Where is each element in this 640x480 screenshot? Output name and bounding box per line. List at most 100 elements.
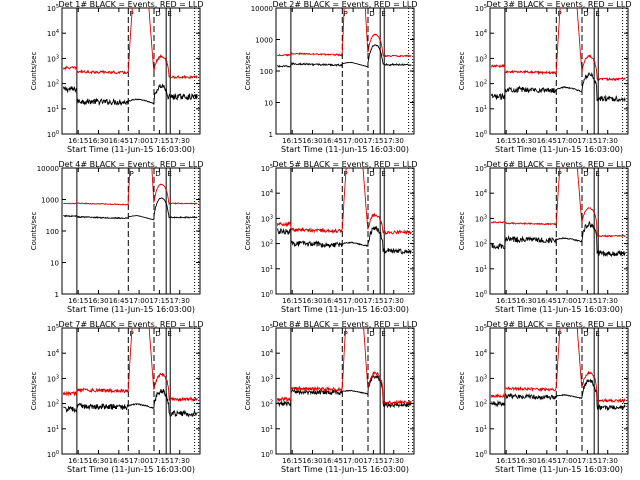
x-tick-label: 16:15 xyxy=(282,137,302,145)
y-tick-exponent: 4 xyxy=(484,29,487,35)
y-axis-label: Counts/sec xyxy=(244,212,252,251)
y-tick-label: 10 xyxy=(264,100,273,108)
marker-label: E xyxy=(595,10,599,18)
x-tick-label: 17:00 xyxy=(129,457,149,465)
marker-label: P xyxy=(344,10,348,18)
y-tick-exponent: 1 xyxy=(484,105,487,111)
x-tick-label: 16:30 xyxy=(302,137,322,145)
y-tick-exponent: 2 xyxy=(270,400,273,406)
y-tick-exponent: 4 xyxy=(56,29,59,35)
y-tick-label: 101 xyxy=(47,425,59,434)
series-line-red xyxy=(277,8,412,58)
y-tick-exponent: 3 xyxy=(56,54,59,60)
x-tick-label: 16:15 xyxy=(496,457,516,465)
x-tick-label: 17:15 xyxy=(363,137,383,145)
y-tick-label: 103 xyxy=(475,374,487,383)
x-tick-label: 16:30 xyxy=(302,297,322,305)
y-tick-label: 1000 xyxy=(41,197,59,205)
x-tick-label: 17:15 xyxy=(149,137,169,145)
y-tick-exponent: 1 xyxy=(270,265,273,271)
y-tick-label: 102 xyxy=(261,400,273,409)
y-tick-exponent: 0 xyxy=(56,130,59,136)
y-tick-label: 105 xyxy=(475,324,487,333)
panel-det-9: Det 9# BLACK = Events, RED = LLD10010110… xyxy=(458,320,632,474)
marker-label: E xyxy=(595,330,599,338)
panel-title: Det 6# BLACK = Events, RED = LLD xyxy=(487,160,632,169)
y-tick-exponent: 2 xyxy=(56,400,59,406)
y-tick-label: 104 xyxy=(47,349,59,358)
x-tick-label: 17:00 xyxy=(129,137,149,145)
series-line-red xyxy=(276,328,412,406)
x-tick-label: 17:30 xyxy=(384,137,404,145)
x-axis-label: Start Time (11-Jun-15 16:03:00) xyxy=(281,465,409,474)
y-tick-label: 101 xyxy=(475,425,487,434)
y-tick-label: 101 xyxy=(47,105,59,114)
panel-det-4: Det 4# BLACK = Events, RED = LLD 1 10 100 10… xyxy=(30,160,204,314)
marker-label: E xyxy=(595,170,599,178)
x-tick-label: 16:30 xyxy=(88,297,108,305)
y-tick-label: 100 xyxy=(47,130,59,139)
y-tick-label: 103 xyxy=(261,374,273,383)
x-tick-label: 16:45 xyxy=(109,297,129,305)
y-tick-label: 104 xyxy=(261,349,273,358)
y-tick-label: 105 xyxy=(47,324,59,333)
x-tick-label: 16:30 xyxy=(516,457,536,465)
series-line-red xyxy=(490,168,626,238)
x-tick-label: 17:00 xyxy=(557,457,577,465)
y-axis-label: Counts/sec xyxy=(458,372,466,411)
marker-label: E xyxy=(381,330,385,338)
x-tick-label: 17:30 xyxy=(598,297,618,305)
x-axis-label: Start Time (11-Jun-15 16:03:00) xyxy=(281,145,409,154)
plot-frame xyxy=(61,327,201,455)
plot-frame xyxy=(489,167,629,295)
x-tick-label: 16:15 xyxy=(496,137,516,145)
y-tick-exponent: 2 xyxy=(270,240,273,246)
x-tick-label: 17:30 xyxy=(170,297,190,305)
y-tick-label: 100 xyxy=(475,450,487,459)
series-line-black xyxy=(490,71,626,103)
x-tick-label: 16:30 xyxy=(88,137,108,145)
x-tick-label: 16:45 xyxy=(537,457,557,465)
x-tick-label: 16:15 xyxy=(282,457,302,465)
x-tick-label: 16:45 xyxy=(323,457,343,465)
y-tick-label: 100 xyxy=(47,450,59,459)
y-tick-label: 100 xyxy=(475,130,487,139)
y-axis-label: Counts/sec xyxy=(30,212,38,251)
x-tick-label: 16:15 xyxy=(68,297,88,305)
panel-det-7: Det 7# BLACK = Events, RED = LLD 100 101 10… xyxy=(30,320,204,474)
panel-title: Det 7# BLACK = Events, RED = LLD xyxy=(59,320,204,329)
plot-frame xyxy=(275,167,415,295)
x-axis-label: Start Time (11-Jun-15 16:03:00) xyxy=(495,465,623,474)
x-tick-label: 17:30 xyxy=(384,457,404,465)
y-tick-exponent: 4 xyxy=(484,189,487,195)
y-tick-label: 102 xyxy=(261,240,273,249)
y-tick-label: 102 xyxy=(47,400,59,409)
panel-det-6: Det 6# BLACK = Events, RED = LLD10010110… xyxy=(458,160,632,314)
y-tick-exponent: 1 xyxy=(56,105,59,111)
y-tick-exponent: 0 xyxy=(484,450,487,456)
marker-label: E xyxy=(381,10,385,18)
y-tick-label: 1 xyxy=(269,131,273,139)
series-line-red xyxy=(62,328,198,403)
x-tick-label: 17:00 xyxy=(343,457,363,465)
y-tick-label: 101 xyxy=(261,425,273,434)
y-tick-label: 101 xyxy=(475,105,487,114)
panel-det-5: Det 5# BLACK = Events, RED = LLD10010110… xyxy=(244,160,418,314)
y-tick-label: 100 xyxy=(261,450,273,459)
series-line-black xyxy=(62,83,198,106)
y-tick-exponent: 0 xyxy=(484,130,487,136)
x-tick-label: 17:15 xyxy=(363,297,383,305)
x-tick-label: 17:30 xyxy=(170,137,190,145)
y-tick-exponent: 5 xyxy=(484,324,487,330)
y-tick-exponent: 3 xyxy=(56,374,59,380)
marker-label: D xyxy=(155,10,160,18)
y-tick-exponent: 1 xyxy=(270,425,273,431)
x-tick-label: 17:00 xyxy=(129,297,149,305)
marker-label: P xyxy=(130,170,134,178)
y-tick-label: 100 xyxy=(260,68,273,76)
x-tick-label: 17:00 xyxy=(343,137,363,145)
y-tick-label: 105 xyxy=(475,4,487,13)
panel-title: Det 4# BLACK = Events, RED = LLD xyxy=(59,160,204,169)
y-tick-label: 103 xyxy=(475,214,487,223)
x-tick-label: 16:30 xyxy=(516,137,536,145)
